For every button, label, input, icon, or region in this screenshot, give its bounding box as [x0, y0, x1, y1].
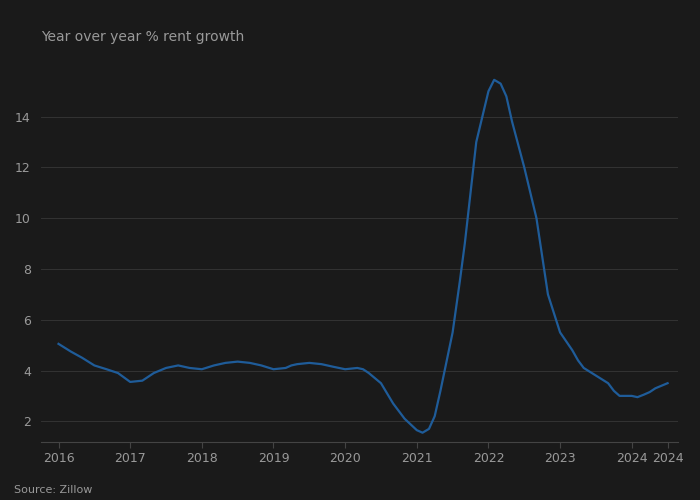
Text: Year over year % rent growth: Year over year % rent growth	[41, 30, 244, 44]
Text: Source: Zillow: Source: Zillow	[14, 485, 92, 495]
